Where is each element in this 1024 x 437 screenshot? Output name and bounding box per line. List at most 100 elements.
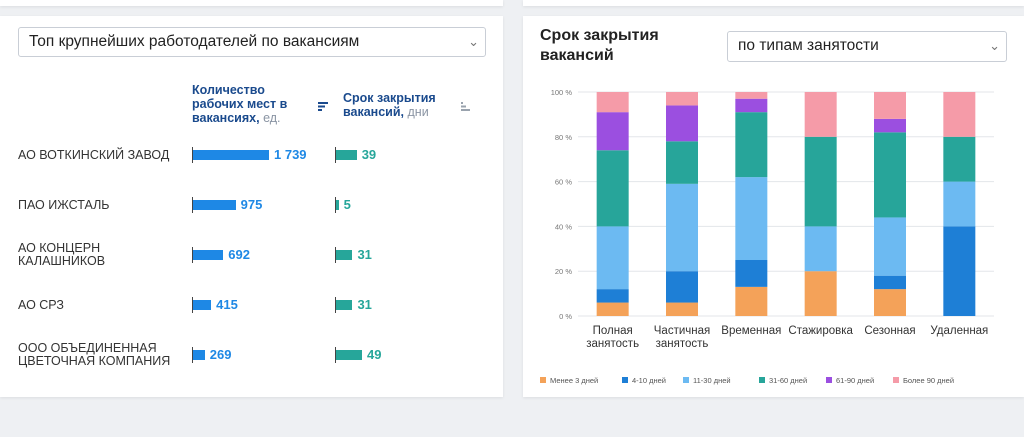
jobs-value: 1 739 [274,147,307,162]
chart-title: Срок закрытия вакансий [540,27,659,64]
days-column-header[interactable]: Срок закрытия вакансий, дни [343,91,448,119]
legend-swatch [826,377,832,383]
employer-name: АО ВОТКИНСКИЙ ЗАВОД [18,148,170,162]
days-value: 5 [343,197,351,212]
y-tick-label: 100 % [551,88,573,97]
x-tick-label: Временная [721,325,781,337]
bar-segment [596,92,629,113]
legend-label: Менее 3 дней [550,376,598,385]
days-axis-line [335,147,336,163]
bar-segment [874,217,906,276]
bar-segment [596,226,629,290]
legend-label: 4-10 дней [632,376,666,385]
chevron-down-icon: ⌄ [468,34,479,49]
chevron-down-icon: ⌄ [989,38,1000,53]
x-tick-label: занятость [586,338,639,350]
stacked-bar-chart: 0 %20 %40 %60 %80 %100 %ПолнаязанятостьЧ… [540,88,994,385]
jobs-bar [193,300,212,310]
jobs-bar [193,150,269,160]
bar-segment [804,92,837,137]
employment-type-dropdown[interactable]: по типам занятости ⌄ [727,31,1007,62]
days-bar [336,350,362,360]
jobs-column-title: Количество рабочих мест в вакансиях, [192,83,288,125]
legend-swatch [893,377,899,383]
bar-segment [735,112,768,178]
employment-type-dropdown-label: по типам занятости [738,37,879,54]
card-top-left [0,0,503,6]
days-value: 39 [361,147,377,162]
legend-swatch [759,377,765,383]
jobs-column-header[interactable]: Количество рабочих мест в вакансиях, ед. [192,83,310,125]
legend-swatch [683,377,689,383]
days-column-unit: дни [407,105,429,119]
legend-label: 61-90 дней [836,376,874,385]
jobs-bar [193,250,224,260]
days-axis-line [335,297,336,313]
bar-segment [735,260,768,287]
bar-segment [943,136,976,182]
bar-segment [874,289,906,316]
x-tick-label: Сезонная [864,325,915,337]
jobs-axis-line [192,297,193,313]
jobs-value: 692 [228,247,250,262]
x-tick-label: Полная [593,325,633,337]
bar-segment [596,302,629,316]
bar-segment [735,286,768,316]
days-value: 49 [367,347,382,362]
jobs-value: 975 [240,197,263,212]
employers-dropdown-label: Топ крупнейших работодателей по вакансия… [29,33,360,50]
y-tick-label: 60 % [555,178,572,187]
y-tick-label: 0 % [559,312,572,321]
legend-swatch [622,377,628,383]
card-top-right [523,0,1024,6]
days-bar [336,300,353,310]
days-bar [336,150,357,160]
sort-icon[interactable] [461,102,471,111]
bar-segment [735,98,768,113]
employers-panel: Топ крупнейших работодателей по вакансия… [0,16,503,397]
bar-segment [874,92,906,119]
employer-name: АО СРЗ [18,298,64,312]
days-value: 31 [357,297,372,312]
bar-segment [943,92,976,137]
jobs-column-unit: ед. [263,111,281,125]
legend-label: Более 90 дней [903,376,954,385]
jobs-value: 415 [216,297,238,312]
employers-dropdown[interactable]: Топ крупнейших работодателей по вакансия… [18,27,486,57]
jobs-bar [193,200,236,210]
x-tick-label: Стажировка [788,325,853,337]
bar-segment [804,271,837,316]
days-bar [336,250,353,260]
bar-segment [596,150,629,227]
days-axis-line [335,347,336,363]
jobs-axis-line [192,247,193,263]
y-tick-label: 20 % [555,267,572,276]
jobs-axis-line [192,347,193,363]
bar-segment [596,112,629,151]
closing-time-panel: Срок закрытия вакансий по типам занятост… [523,16,1024,397]
employer-name: ПАО ИЖСТАЛЬ [18,198,110,212]
bar-segment [666,92,698,106]
bar-segment [666,141,698,184]
bar-segment [943,226,976,316]
bar-segment [735,177,768,260]
bar-segment [666,302,698,316]
bar-segment [804,226,837,272]
sort-desc-icon[interactable] [318,102,328,111]
bar-segment [666,183,698,272]
bar-segment [874,275,906,290]
bar-segment [735,92,768,99]
legend-label: 31-60 дней [769,376,807,385]
legend-label: 11-30 дней [693,376,731,385]
days-axis-line [335,247,336,263]
bar-segment [943,181,976,227]
bar-segment [874,118,906,133]
x-tick-label: Частичная [654,325,710,337]
jobs-axis-line [192,147,193,163]
bar-segment [666,105,698,142]
days-axis-line [335,197,336,213]
days-value: 31 [357,247,372,262]
legend-swatch [540,377,546,383]
x-tick-label: занятость [656,338,709,350]
employer-name: ООО ОБЪЕДИНЕННАЯ ЦВЕТОЧНАЯ КОМПАНИЯ [18,341,171,368]
